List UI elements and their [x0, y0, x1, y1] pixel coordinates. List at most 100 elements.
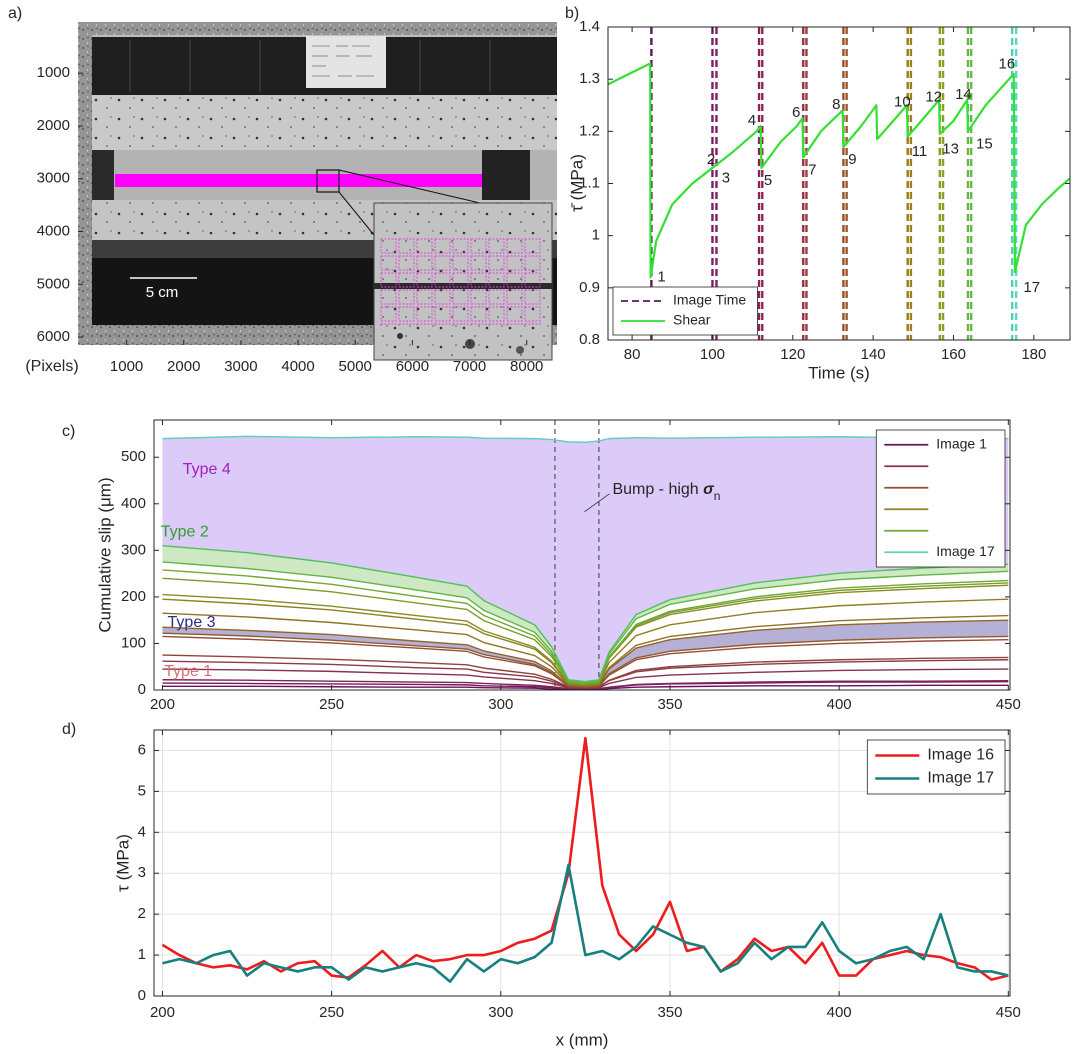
- y-tick-label: 0.9: [579, 279, 600, 296]
- legend-box: [866, 739, 1006, 795]
- x-tick-label: 300: [488, 1004, 513, 1021]
- annotation: Type 1: [164, 663, 212, 680]
- annotation: 17: [1023, 279, 1040, 296]
- legend: Image 16 Image 17: [866, 739, 1006, 795]
- y-tick-label: 2: [138, 905, 146, 922]
- y-tick-label: 0: [138, 681, 146, 698]
- series-line: [608, 62, 1070, 279]
- plot-content: [162, 420, 1009, 690]
- x-axis-label: (Pixels): [25, 358, 78, 375]
- annotation: 9: [848, 151, 856, 168]
- x-tick-label: 160: [941, 346, 966, 363]
- y-tick-label: 400: [121, 495, 146, 512]
- y-tick-label: 5000: [37, 275, 70, 292]
- callout: Bump - high σn: [612, 481, 720, 503]
- annotation: 13: [942, 141, 959, 158]
- annotation: Type 2: [161, 523, 209, 540]
- callout-text: Bump - high: [612, 481, 703, 498]
- y-axis-label: Cumulative slip (μm): [95, 477, 114, 632]
- plot-content: [161, 736, 1009, 983]
- annotation: 1: [657, 268, 665, 285]
- annotation: 5: [764, 172, 772, 189]
- legend-label: Image 17: [936, 543, 995, 559]
- panel: b) 80 100 120 140 160 180 0.8 0.9 1 1.1 1.2 1.3 1.4 Ti…: [565, 5, 1071, 382]
- x-tick-label: 3000: [224, 358, 257, 375]
- band-fill: [162, 436, 1009, 682]
- series-line: [162, 598, 1009, 687]
- x-tick-label: 400: [827, 696, 852, 713]
- x-tick-label: 300: [488, 696, 513, 713]
- series-line: [162, 569, 1009, 685]
- x-tick-label: 140: [861, 346, 886, 363]
- callout-symbol: σ: [703, 481, 715, 498]
- annotation: 14: [955, 86, 972, 103]
- y-tick-label: 1.3: [579, 70, 600, 87]
- y-tick-label: 6: [138, 741, 146, 758]
- annotation: 4: [748, 112, 756, 129]
- callout-subscript: n: [714, 489, 721, 503]
- y-tick-label: 2000: [37, 117, 70, 134]
- x-tick-label: 6000: [396, 358, 429, 375]
- series-line: [162, 435, 1009, 444]
- legend-label: Image 17: [927, 770, 994, 787]
- x-tick-label: 200: [150, 1004, 175, 1021]
- y-tick-label: 500: [121, 448, 146, 465]
- annotation: 7: [808, 161, 816, 178]
- panel-label: d): [62, 721, 76, 738]
- annotation: 8: [832, 96, 840, 113]
- legend-label: Image 1: [936, 435, 987, 451]
- y-axis-label: τ̄ (MPa): [567, 154, 586, 212]
- y-tick-label: 0: [138, 987, 146, 1004]
- x-tick-label: 200: [150, 696, 175, 713]
- x-tick-label: 1000: [110, 358, 143, 375]
- x-tick-label: 7000: [453, 358, 486, 375]
- legend-box: [612, 286, 758, 336]
- series-line: [161, 736, 1009, 981]
- panel-label: a): [8, 5, 22, 22]
- series-line: [162, 544, 1009, 683]
- y-tick-label: 4000: [37, 222, 70, 239]
- y-tick-label: 0.8: [579, 331, 600, 348]
- annotation: 16: [998, 56, 1015, 73]
- x-axis-label: x (mm): [556, 1030, 609, 1049]
- y-tick-label: 1.4: [579, 18, 600, 35]
- series-line: [162, 679, 1009, 690]
- annotation: Type 3: [168, 614, 216, 631]
- annotation: 11: [912, 143, 928, 160]
- scale-bar-label: 5 cm: [146, 284, 179, 301]
- annotation: 6: [792, 104, 800, 121]
- y-tick-label: 6000: [37, 328, 70, 345]
- axes-frame: [153, 419, 1011, 691]
- legend: Image 1 Image 17: [875, 429, 1006, 568]
- series-line: [162, 863, 1009, 983]
- y-tick-label: 1000: [37, 64, 70, 81]
- x-tick-label: 100: [700, 346, 725, 363]
- y-tick-label: 100: [121, 634, 146, 651]
- x-tick-label: 8000: [510, 358, 543, 375]
- band-fill: [162, 545, 1009, 683]
- series-line: [162, 619, 1009, 687]
- y-tick-label: 1.2: [579, 122, 600, 139]
- legend: Image Time Shear: [612, 286, 758, 336]
- panel: c) 200 250 300 350 400 450 0 100 200 300 400 500 Cumu…: [62, 419, 1021, 713]
- panel: a) 1000 2000 3000 4000 5000 6000 7000 8000 1000 20…: [8, 5, 543, 375]
- x-tick-label: 350: [657, 1004, 682, 1021]
- band-fill: [162, 620, 1009, 687]
- x-tick-label: 4000: [281, 358, 314, 375]
- x-tick-label: 400: [827, 1004, 852, 1021]
- x-tick-label: 250: [319, 696, 344, 713]
- callout-leader: [584, 493, 610, 513]
- legend-label: Shear: [673, 312, 711, 328]
- x-tick-label: 450: [996, 696, 1021, 713]
- series-line: [162, 561, 1009, 684]
- annotation: 3: [722, 169, 730, 186]
- y-tick-label: 300: [121, 541, 146, 558]
- plot-content: [608, 27, 1070, 340]
- photo: 5 cm: [78, 22, 557, 361]
- y-tick-label: 1: [592, 227, 600, 244]
- legend-box: [875, 429, 1006, 568]
- y-tick-label: 1.1: [579, 174, 600, 191]
- x-tick-label: 450: [996, 1004, 1021, 1021]
- y-tick-label: 4: [138, 823, 146, 840]
